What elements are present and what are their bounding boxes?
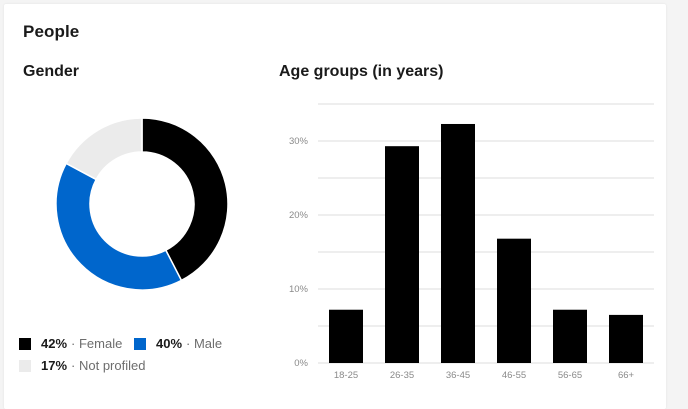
x-tick-label: 26-35 xyxy=(390,370,414,381)
y-tick-label: 30% xyxy=(289,136,309,147)
legend-label-not-profiled: · Not profiled xyxy=(71,358,146,373)
age-chart-title: Age groups (in years) xyxy=(279,63,444,80)
gender-chart-title: Gender xyxy=(23,63,80,80)
x-tick-label: 46-55 xyxy=(502,370,526,381)
donut-slice-not-profiled xyxy=(65,117,143,181)
legend-pct-not-profiled: 17% xyxy=(41,358,68,373)
legend-label-male: · Male xyxy=(186,336,223,351)
legend-swatch-female xyxy=(19,337,31,350)
y-tick-label: 20% xyxy=(289,210,309,221)
legend-pct-female: 42% xyxy=(41,336,68,351)
bar-56-65 xyxy=(553,309,587,363)
bar-46-55 xyxy=(497,238,531,363)
legend-label-female: · Female xyxy=(71,336,123,351)
legend-pct-male: 40% xyxy=(156,336,183,351)
bar-66+ xyxy=(609,314,643,363)
legend-item-female: 42% · Female xyxy=(19,336,122,351)
bar-18-25 xyxy=(329,309,363,363)
legend-swatch-male xyxy=(134,337,146,350)
card-title: People xyxy=(23,22,80,41)
x-tick-label: 18-25 xyxy=(334,370,358,381)
bar-36-45 xyxy=(441,123,475,363)
legend-item-male: 40% · Male xyxy=(134,336,222,351)
donut-slice-female xyxy=(141,117,229,282)
x-tick-label: 36-45 xyxy=(446,370,470,381)
y-tick-label: 0% xyxy=(294,358,308,369)
x-tick-label: 66+ xyxy=(618,370,635,381)
x-tick-label: 56-65 xyxy=(558,370,582,381)
legend-swatch-not-profiled xyxy=(19,359,31,372)
donut-slice-male xyxy=(55,162,183,291)
legend-item-not-profiled: 17% · Not profiled xyxy=(19,358,145,373)
y-tick-label: 10% xyxy=(289,284,309,295)
bar-26-35 xyxy=(385,146,419,363)
